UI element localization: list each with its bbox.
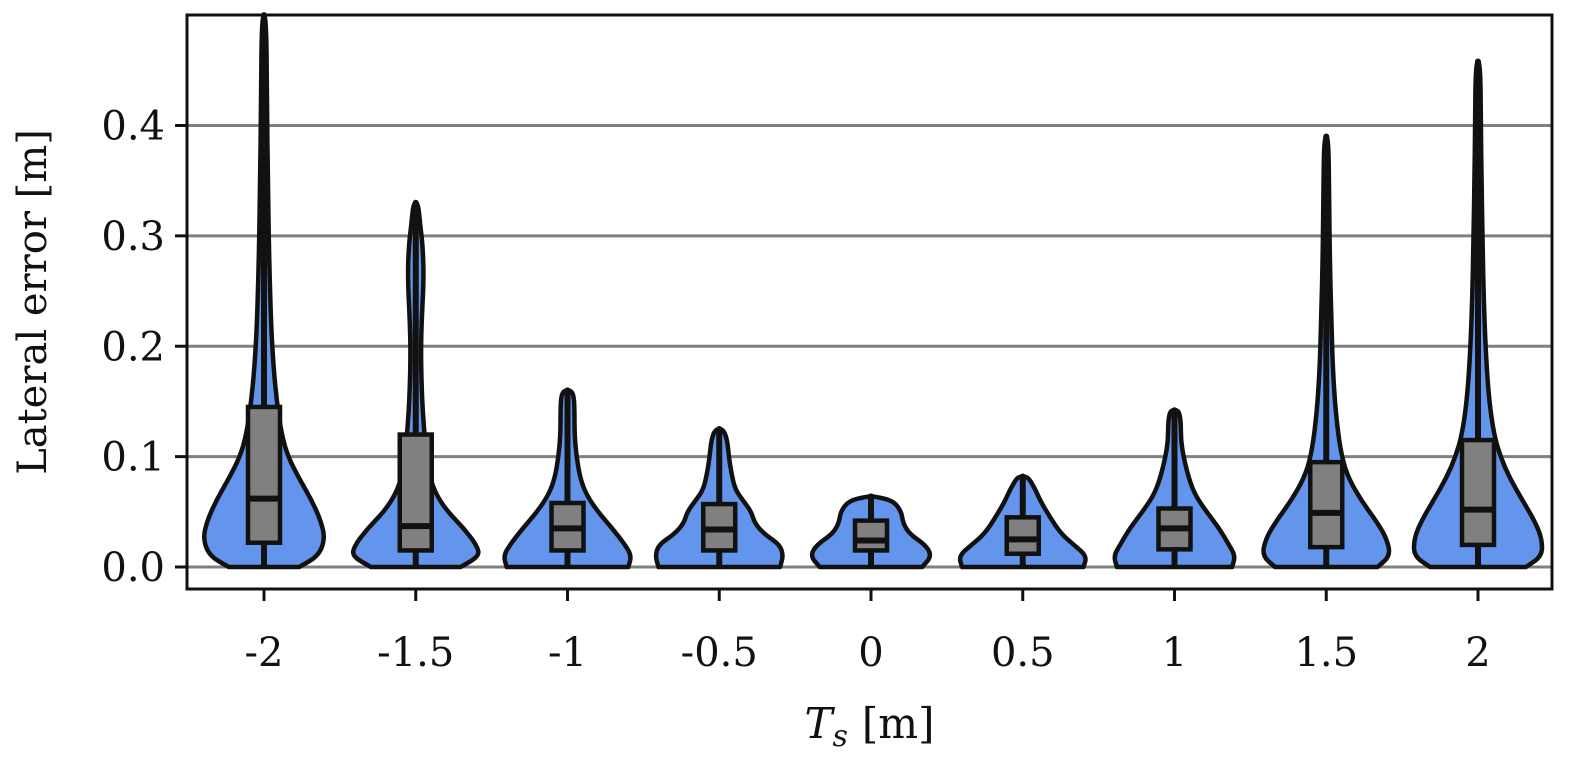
x-tick-label: -2	[245, 630, 284, 676]
violin-iqr-box	[245, 404, 283, 545]
y-tick-label: 0.2	[101, 324, 165, 370]
x-axis-label-unit: [m]	[862, 699, 935, 748]
violin-1.5	[1261, 133, 1392, 570]
x-tick-label: 1.5	[1294, 630, 1358, 676]
y-tick-label: 0.4	[101, 104, 165, 150]
x-tick-label: 1	[1162, 630, 1187, 676]
violin-iqr-box	[397, 432, 434, 553]
x-tick-label: -1.5	[377, 630, 454, 676]
y-tick-label: 0.3	[101, 214, 165, 260]
violin--0.5	[653, 426, 785, 570]
violin--1	[502, 387, 633, 570]
x-axis: -2 -1.5 -1 -0.5 0 0.5 1 1.5 2	[245, 589, 1491, 676]
violin-iqr-box	[1308, 459, 1345, 550]
violin--1.5	[350, 199, 481, 570]
violin-0.5	[957, 473, 1088, 570]
x-tick-label: 0	[858, 630, 883, 676]
violin-1	[1112, 407, 1237, 570]
x-tick-label: 2	[1465, 630, 1490, 676]
x-tick-label: -1	[548, 630, 587, 676]
y-tick-label: 0.1	[101, 435, 165, 481]
y-axis: 0.0 0.1 0.2 0.3 0.4	[101, 104, 187, 591]
violin-iqr-box	[1459, 437, 1497, 548]
violin-0	[809, 493, 933, 570]
y-tick-label: 0.0	[101, 545, 165, 591]
x-axis-label: Ts [m]	[804, 699, 934, 754]
violin--2	[202, 12, 326, 570]
x-tick-label: 0.5	[991, 630, 1055, 676]
x-tick-label: -0.5	[681, 630, 758, 676]
violins	[202, 12, 1545, 570]
x-axis-label-symbol: T	[804, 699, 835, 748]
violin-iqr-box	[852, 518, 890, 553]
violin-iqr-box	[1004, 515, 1041, 557]
x-axis-label-subscript: s	[833, 719, 848, 754]
violin-2	[1411, 58, 1545, 570]
y-axis-label: Lateral error [m]	[10, 129, 56, 475]
